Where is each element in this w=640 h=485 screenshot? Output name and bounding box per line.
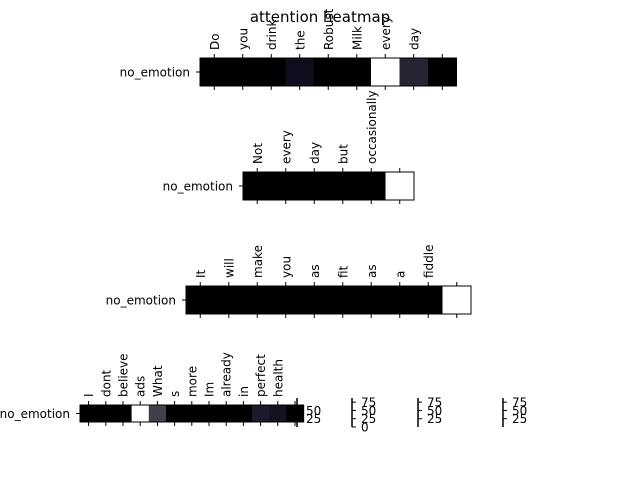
heatmap-3-token-8: a bbox=[393, 271, 407, 278]
heatmap-4-token-5: What bbox=[151, 365, 165, 397]
heatmap-4-token-4: ads bbox=[134, 376, 148, 397]
heatmap-3-cell-8 bbox=[385, 286, 415, 314]
heatmap-2-token-4: but bbox=[336, 144, 350, 164]
heatmap-1-cell-9 bbox=[428, 58, 457, 86]
colorbar-2-tick-label-3: 50 bbox=[361, 404, 376, 418]
colorbar-2-tick-label-4: 75 bbox=[361, 396, 376, 410]
colorbar-3-tick-label-1: 25 bbox=[427, 412, 442, 426]
colorbar-2-tick-label-1: 0 bbox=[361, 421, 369, 435]
heatmap-4-cell-7 bbox=[183, 405, 201, 422]
heatmap-4-cell-2 bbox=[97, 405, 115, 422]
heatmap-2-cell-4 bbox=[328, 172, 358, 200]
heatmap-4-cell-10 bbox=[234, 405, 253, 422]
heatmap-4-row-label: no_emotion bbox=[0, 407, 70, 421]
heatmap-1-row-label: no_emotion bbox=[120, 66, 190, 80]
colorbar-1-tick-label-2: 50 bbox=[306, 404, 321, 418]
heatmap-1-token-5: Robust bbox=[322, 8, 336, 50]
heatmap-3-token-4: you bbox=[279, 256, 293, 278]
heatmap-2-token-5: occasionally bbox=[365, 90, 379, 164]
heatmap-1-cell-1 bbox=[200, 58, 229, 86]
heatmap-4-token-8: Im bbox=[203, 382, 217, 397]
heatmap-2-cell-5 bbox=[357, 172, 386, 200]
heatmap-1-cell-8 bbox=[399, 58, 429, 86]
heatmap-3-cell-10 bbox=[442, 286, 472, 314]
heatmap-2-cell-2 bbox=[271, 172, 301, 200]
colorbar-1-tick-label-1: 25 bbox=[306, 412, 321, 426]
heatmap-3-token-7: as bbox=[365, 264, 379, 278]
colorbar-3-tick-label-2: 50 bbox=[427, 404, 442, 418]
heatmap-2-cell-3 bbox=[300, 172, 329, 200]
heatmap-2-cell-6 bbox=[385, 172, 415, 200]
heatmap-1-cell-6 bbox=[342, 58, 372, 86]
heatmap-4-cell-9 bbox=[217, 405, 236, 422]
heatmap-4-cell-6 bbox=[166, 405, 184, 422]
heatmap-4-cell-3 bbox=[114, 405, 133, 422]
heatmap-3-cell-1 bbox=[186, 286, 215, 314]
heatmap-4-token-2: dont bbox=[99, 369, 113, 397]
heatmap-4-cell-11 bbox=[252, 405, 270, 422]
heatmap-3-cell-7 bbox=[357, 286, 386, 314]
heatmap-3-cell-6 bbox=[328, 286, 358, 314]
heatmap-3-cell-4 bbox=[271, 286, 301, 314]
heatmap-1-cell-7 bbox=[371, 58, 400, 86]
heatmap-2-token-1: Not bbox=[251, 143, 265, 164]
heatmap-3-cell-9 bbox=[414, 286, 443, 314]
heatmap-1-token-2: you bbox=[236, 28, 250, 50]
heatmap-4-token-9: already bbox=[220, 352, 234, 397]
colorbar-4-tick-label-3: 75 bbox=[512, 396, 527, 410]
heatmap-2-row-label: no_emotion bbox=[163, 180, 233, 194]
heatmap-4-cell-12 bbox=[269, 405, 287, 422]
heatmap-2-cell-1 bbox=[243, 172, 272, 200]
heatmap-3-token-9: fiddle bbox=[422, 244, 436, 278]
heatmap-4-token-6: s bbox=[168, 391, 182, 397]
heatmap-4-cell-5 bbox=[148, 405, 167, 422]
colorbar-2-tick-label-2: 25 bbox=[361, 412, 376, 426]
heatmap-2-token-3: day bbox=[308, 142, 322, 164]
heatmap-1-token-3: drink bbox=[265, 20, 279, 50]
heatmap-1-token-7: every bbox=[379, 16, 393, 50]
colorbar-4-tick-label-2: 50 bbox=[512, 404, 527, 418]
heatmap-1-token-1: Do bbox=[208, 33, 222, 50]
heatmap-3-cell-5 bbox=[300, 286, 329, 314]
heatmap-1-cell-5 bbox=[314, 58, 343, 86]
heatmap-4-token-7: more bbox=[185, 366, 199, 397]
heatmap-4-token-3: believe bbox=[117, 353, 131, 397]
heatmap-3-token-6: fit bbox=[336, 265, 350, 278]
chart-title: attention heatmap bbox=[250, 8, 390, 26]
heatmap-4-token-10: in bbox=[237, 386, 251, 397]
heatmap-3-token-3: make bbox=[251, 245, 265, 278]
heatmap-1-token-6: Milk bbox=[350, 26, 364, 50]
heatmap-4-cell-1 bbox=[80, 405, 98, 422]
heatmap-1-token-4: the bbox=[293, 30, 307, 50]
heatmap-1-cell-2 bbox=[228, 58, 258, 86]
heatmap-3-token-5: as bbox=[308, 264, 322, 278]
heatmap-1-cell-4 bbox=[285, 58, 315, 86]
colorbar-3-tick-label-3: 75 bbox=[427, 396, 442, 410]
colorbar-4-tick-label-1: 25 bbox=[512, 412, 527, 426]
heatmap-4-cell-4 bbox=[131, 405, 150, 422]
heatmap-1-token-8: day bbox=[407, 28, 421, 50]
heatmap-3-token-1: It bbox=[194, 269, 208, 278]
heatmap-3-cell-2 bbox=[214, 286, 244, 314]
heatmap-3-cell-3 bbox=[243, 286, 272, 314]
heatmap-3-token-2: will bbox=[222, 258, 236, 278]
heatmap-1-cell-3 bbox=[257, 58, 286, 86]
heatmap-4-cell-8 bbox=[200, 405, 219, 422]
heatmap-4-token-11: perfect bbox=[254, 354, 268, 397]
heatmap-4-token-1: I bbox=[82, 393, 96, 397]
heatmap-3-row-label: no_emotion bbox=[106, 294, 176, 308]
heatmap-4-cell-13 bbox=[286, 405, 305, 422]
heatmap-4-token-12: health bbox=[271, 359, 285, 397]
heatmap-2-token-2: every bbox=[279, 130, 293, 164]
